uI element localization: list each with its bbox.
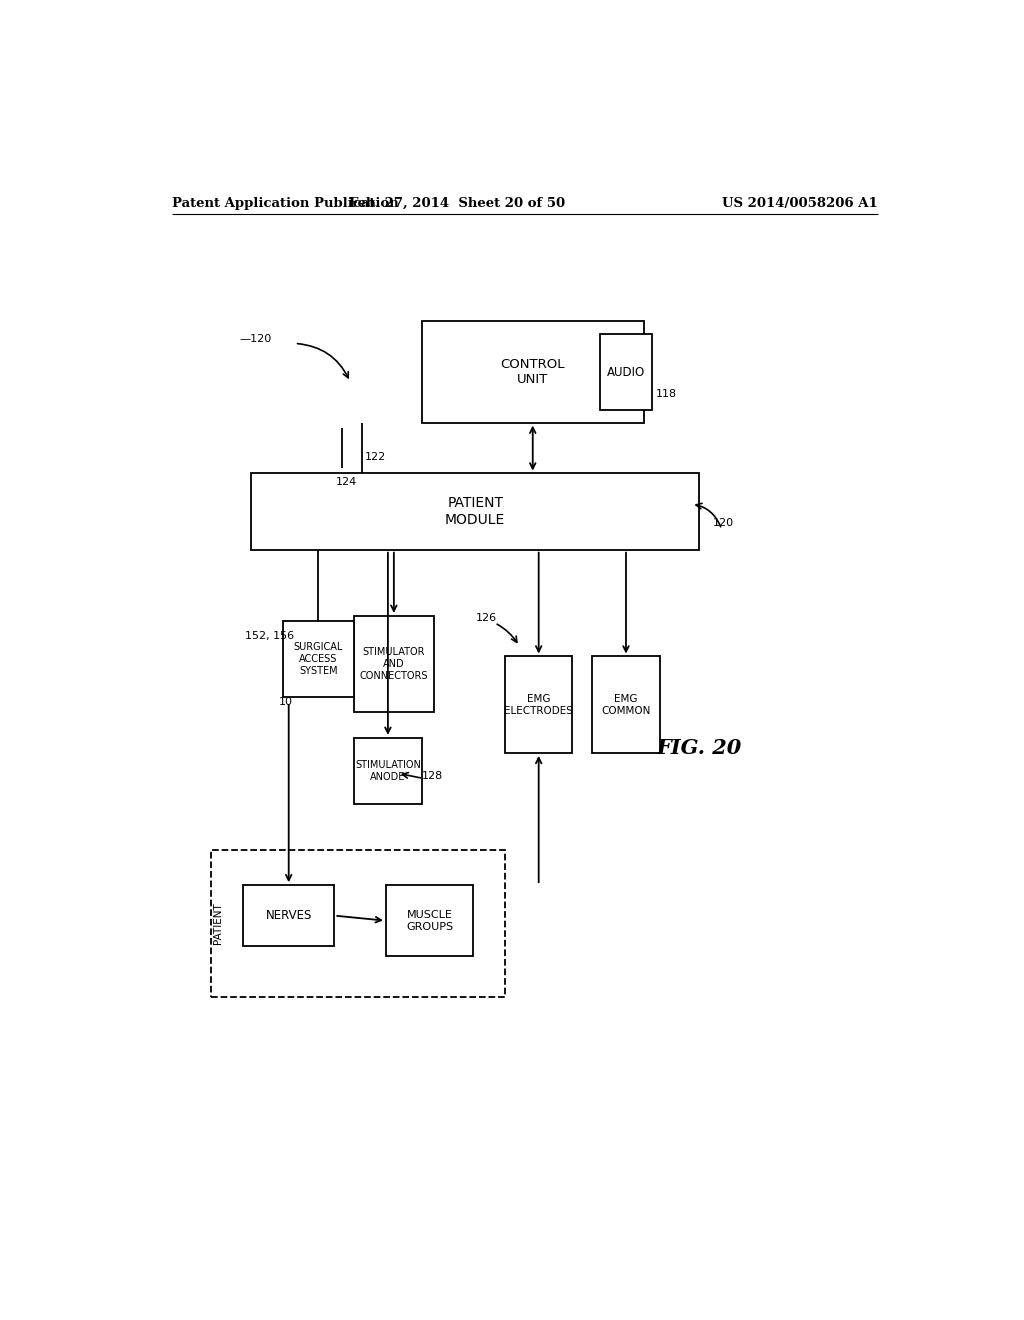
- Text: 126: 126: [475, 612, 497, 623]
- Text: 10: 10: [279, 697, 293, 708]
- Bar: [354, 738, 422, 804]
- Bar: [505, 656, 572, 752]
- Text: CONTROL
UNIT: CONTROL UNIT: [501, 358, 565, 385]
- Text: NERVES: NERVES: [265, 909, 312, 923]
- Text: 128: 128: [422, 771, 443, 781]
- Text: 118: 118: [655, 389, 677, 399]
- Text: STIMULATOR
AND
CONNECTORS: STIMULATOR AND CONNECTORS: [359, 647, 428, 681]
- Text: 122: 122: [365, 453, 386, 462]
- Bar: [211, 850, 505, 997]
- Bar: [592, 656, 659, 752]
- Text: EMG
ELECTRODES: EMG ELECTRODES: [504, 694, 573, 715]
- Text: US 2014/0058206 A1: US 2014/0058206 A1: [722, 197, 878, 210]
- Bar: [386, 886, 473, 956]
- Text: AUDIO: AUDIO: [607, 366, 645, 379]
- Text: PATIENT: PATIENT: [213, 902, 222, 944]
- Text: SURGICAL
ACCESS
SYSTEM: SURGICAL ACCESS SYSTEM: [294, 643, 343, 676]
- Text: Feb. 27, 2014  Sheet 20 of 50: Feb. 27, 2014 Sheet 20 of 50: [349, 197, 565, 210]
- Bar: [600, 334, 651, 411]
- Text: 120: 120: [713, 519, 734, 528]
- Text: FIG. 20: FIG. 20: [656, 738, 742, 758]
- Bar: [243, 886, 334, 946]
- Bar: [422, 321, 644, 422]
- Text: MUSCLE
GROUPS: MUSCLE GROUPS: [406, 909, 454, 932]
- Bar: [251, 474, 699, 549]
- Bar: [283, 620, 354, 697]
- Text: —120: —120: [240, 334, 271, 345]
- Bar: [354, 615, 433, 713]
- Text: STIMULATION
ANODE: STIMULATION ANODE: [355, 760, 421, 781]
- Text: 152, 156: 152, 156: [246, 631, 295, 642]
- Text: PATIENT
MODULE: PATIENT MODULE: [445, 496, 505, 527]
- Text: EMG
COMMON: EMG COMMON: [601, 694, 650, 715]
- Text: 124: 124: [336, 477, 357, 487]
- Text: Patent Application Publication: Patent Application Publication: [172, 197, 398, 210]
